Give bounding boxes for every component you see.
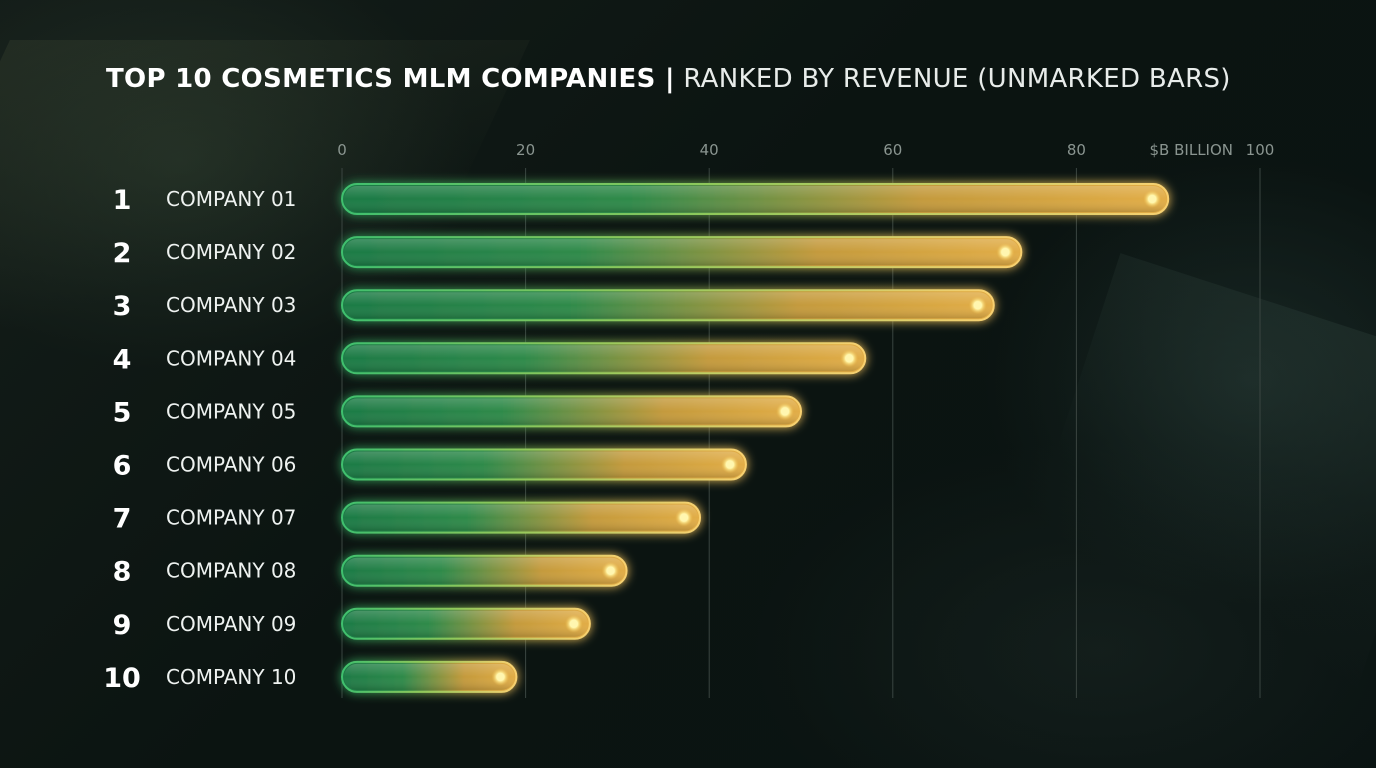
rank-label: 1: [113, 185, 132, 216]
category-label: COMPANY 09: [166, 612, 296, 636]
title-light: RANKED BY REVENUE (UNMARKED BARS): [683, 64, 1231, 94]
category-label: COMPANY 05: [166, 399, 296, 423]
bar-group: [341, 342, 867, 375]
bar-group: [341, 660, 518, 693]
bar-sheen: [344, 451, 744, 478]
bar-group: [341, 395, 802, 428]
tick-layer: 0 20 40 60 80 100: [337, 141, 1274, 159]
bar-group: [341, 236, 1023, 269]
bar-end-dot: [569, 619, 578, 628]
bar-end-dot: [725, 460, 734, 469]
x-tick-label: 0: [337, 141, 347, 159]
bar-sheen: [344, 345, 864, 372]
bar-group: [341, 448, 747, 481]
rank-label: 3: [113, 291, 132, 322]
rank-label: 9: [113, 610, 132, 641]
bar-sheen: [344, 663, 515, 690]
category-label: COMPANY 04: [166, 346, 296, 370]
rank-label: 2: [113, 238, 132, 269]
x-axis-unit-label: $B BILLION: [1150, 141, 1233, 159]
x-tick-label: 100: [1246, 141, 1275, 159]
bar-end-dot: [1001, 248, 1010, 257]
category-label: COMPANY 07: [166, 506, 296, 530]
labels-layer: 1 COMPANY 01 2 COMPANY 02 3 COMPANY 03 4 COMPAN…: [103, 185, 296, 694]
x-tick-label: 80: [1067, 141, 1086, 159]
bar-end-dot: [496, 672, 505, 681]
bar-group: [341, 554, 628, 587]
rank-label: 5: [113, 397, 132, 428]
category-label: COMPANY 03: [166, 293, 296, 317]
bar-end-dot: [1148, 195, 1157, 203]
rank-label: 10: [103, 663, 141, 694]
bar-sheen: [344, 610, 588, 637]
bar-end-dot: [606, 566, 615, 575]
rank-label: 7: [113, 504, 132, 535]
bar-end-dot: [680, 513, 689, 522]
bar-group: [341, 289, 995, 322]
bar-sheen: [344, 186, 1167, 212]
category-label: COMPANY 01: [166, 187, 296, 211]
bars-layer: [341, 183, 1170, 693]
bar-sheen: [344, 239, 1020, 266]
rank-label: 8: [113, 557, 132, 588]
bar-sheen: [344, 557, 625, 584]
rank-label: 6: [113, 451, 132, 482]
bar-group: [341, 501, 702, 534]
category-label: COMPANY 10: [166, 665, 296, 689]
bar-end-dot: [973, 301, 982, 310]
bar-group: [341, 183, 1170, 215]
chart-title: TOP 10 COSMETICS MLM COMPANIES | RANKED …: [106, 64, 1231, 94]
rank-label: 4: [113, 344, 132, 375]
category-label: COMPANY 08: [166, 559, 296, 583]
category-label: COMPANY 06: [166, 453, 296, 477]
category-label: COMPANY 02: [166, 240, 296, 264]
bar-group: [341, 607, 591, 640]
x-tick-label: 60: [883, 141, 902, 159]
bar-sheen: [344, 398, 799, 425]
x-tick-label: 40: [700, 141, 719, 159]
bar-end-dot: [781, 407, 789, 416]
bar-sheen: [344, 292, 992, 319]
bar-end-dot: [845, 354, 854, 363]
title-bold: TOP 10 COSMETICS MLM COMPANIES |: [106, 64, 675, 94]
bar-sheen: [344, 504, 699, 531]
x-tick-label: 20: [516, 141, 535, 159]
